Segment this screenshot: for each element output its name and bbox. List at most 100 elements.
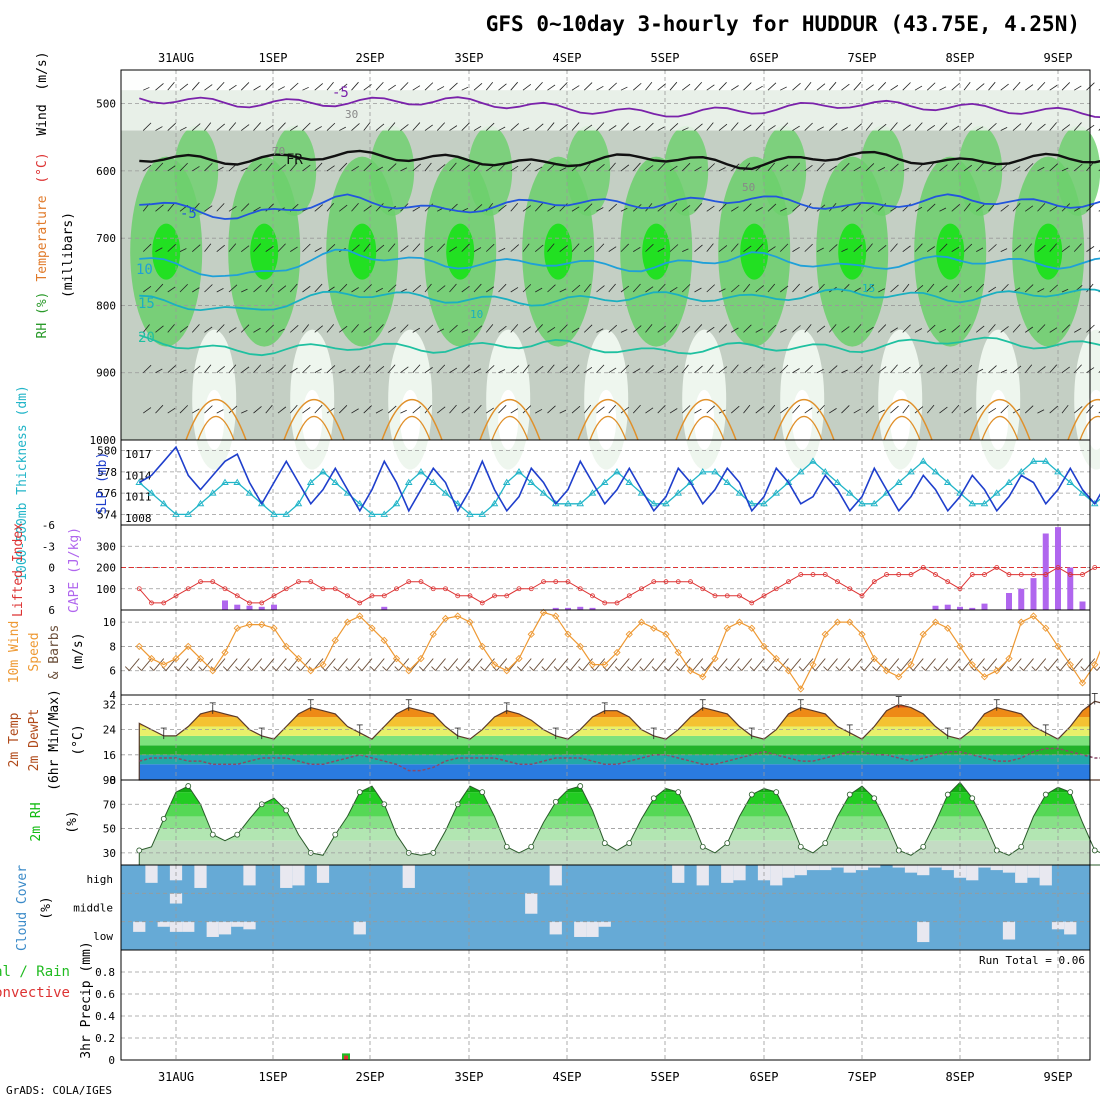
- wind-barb-10m: [790, 658, 802, 671]
- wind-speed-point: [821, 630, 829, 638]
- wind-barb-10m: [226, 658, 238, 671]
- lifted-index-point: [394, 586, 399, 592]
- wind-speed-point: [282, 642, 290, 651]
- wind-speed-point: [221, 648, 229, 657]
- wind-speed-point: [858, 630, 866, 638]
- wind-barb: [841, 248, 848, 252]
- wind-barb: [547, 205, 556, 212]
- wind-barb: [608, 404, 616, 414]
- wind-barb: [400, 366, 409, 374]
- wind-barb: [498, 369, 506, 374]
- wind-speed-point: [417, 654, 425, 663]
- wind-barb: [400, 82, 409, 91]
- wind-barb: [939, 164, 948, 172]
- wind-barb: [216, 203, 225, 212]
- wind-speed-point: [1066, 661, 1074, 669]
- wind-barb: [522, 127, 530, 131]
- temp-band: [139, 701, 1090, 708]
- cape-bar: [1067, 567, 1074, 610]
- cloud-gap: [819, 865, 832, 871]
- cloud-gap: [243, 865, 256, 886]
- wind-barb: [253, 85, 261, 91]
- wind-speed-point: [233, 624, 241, 632]
- wind-barb: [1037, 324, 1046, 333]
- rh-point: [748, 791, 755, 798]
- wind-barb: [939, 285, 948, 293]
- wind-speed-point: [784, 667, 793, 675]
- wind-barb: [265, 283, 273, 293]
- upper-ytick-900: 900: [96, 367, 116, 380]
- wind-barb: [596, 164, 605, 172]
- rh-band: [139, 816, 1090, 829]
- slp-ytick-right-1008: 1008: [125, 512, 152, 525]
- wind-barb: [498, 204, 507, 212]
- wind-barb: [253, 163, 262, 172]
- wind-barb: [669, 81, 678, 91]
- rh-blob: [566, 125, 611, 216]
- wind-barb-10m: [949, 658, 961, 671]
- wind-barb: [1061, 82, 1071, 91]
- wind-barb: [584, 124, 593, 131]
- wind-barb: [730, 122, 739, 131]
- wind-barb: [351, 123, 360, 131]
- rh-point: [356, 789, 363, 796]
- precip-ylabel-conv: Convective: [0, 985, 70, 1001]
- wind-barb: [510, 203, 519, 212]
- wind-barb: [743, 283, 751, 293]
- lifted-index-point: [149, 600, 154, 606]
- thickness-point: [919, 457, 928, 464]
- wind-barb: [890, 284, 899, 293]
- wind-barb: [681, 364, 689, 373]
- wind-barb: [853, 81, 862, 91]
- cloud-gap: [953, 865, 967, 878]
- wind-speed-point: [919, 630, 927, 638]
- temp-ytick-24: 24: [103, 724, 117, 737]
- wind-barb: [375, 166, 384, 172]
- wind-barb: [547, 243, 555, 252]
- wind-speed-point: [490, 661, 499, 669]
- wind-barb: [363, 284, 372, 293]
- wind-barb: [963, 203, 971, 212]
- thickness-point: [858, 499, 866, 507]
- wind-speed-point: [895, 673, 903, 681]
- wind-barb: [498, 405, 507, 414]
- warm-contour: [393, 416, 431, 441]
- slp-ylabel-right: SLP (mb): [95, 452, 110, 515]
- cloud-gap: [169, 921, 183, 932]
- wind-barb: [155, 325, 164, 333]
- wind-barb: [767, 162, 776, 172]
- wind-barb: [241, 366, 250, 374]
- wind-barb: [963, 243, 973, 252]
- wind-barb: [669, 165, 678, 172]
- wind-barb: [473, 125, 482, 131]
- wind-barb: [265, 245, 274, 252]
- wind-barb: [706, 84, 715, 91]
- wind-barb: [534, 244, 544, 252]
- wind-barb: [645, 122, 654, 131]
- wind-barb: [559, 288, 567, 293]
- top-date-8SEP: 8SEP: [946, 51, 975, 65]
- wind-barb: [767, 246, 776, 252]
- warm-contour: [969, 398, 1031, 441]
- wind-barb: [988, 244, 997, 252]
- wind-barb: [706, 205, 715, 212]
- wind-barb: [694, 324, 703, 333]
- rh-point: [577, 783, 584, 789]
- upper-ylabel-3: Wind: [35, 104, 50, 135]
- wind-barb: [241, 288, 248, 293]
- wind-barb: [890, 405, 899, 414]
- wind-barb: [216, 409, 224, 414]
- temp-contour: [139, 248, 1100, 278]
- wind-barb: [400, 124, 409, 131]
- wind-barb: [632, 283, 641, 293]
- wind-barb-flag: [553, 666, 559, 671]
- wind-barb: [228, 243, 237, 252]
- wind-barb: [277, 285, 287, 293]
- wind-barb: [571, 122, 580, 131]
- wind-barb: [706, 364, 714, 373]
- wind-barb: [1073, 122, 1082, 131]
- wind-speed-point: [392, 654, 401, 663]
- cloud-gap: [1051, 921, 1065, 930]
- wind-barb: [559, 366, 568, 374]
